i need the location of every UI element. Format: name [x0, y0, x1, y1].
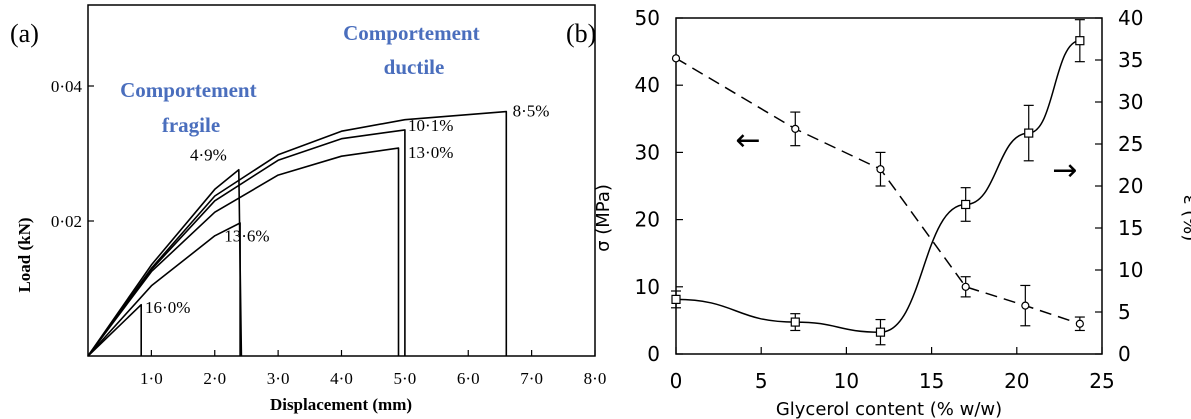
panel-b: (b) 0 5 10 15 20 2501020304050051015202530354…: [566, 6, 1191, 419]
data-point-circle: [876, 165, 885, 174]
panel-b-y-tick-label-left: 0: [647, 342, 660, 366]
panel-b-y-tick-label-right: 5: [1118, 300, 1131, 324]
annotation-fragile-line2: fragile: [162, 113, 220, 137]
data-point-square: [961, 199, 971, 210]
panel-b-y-tick-label-right: 25: [1118, 132, 1143, 156]
data-point-circle: [1075, 319, 1084, 328]
panel-a-x-tick-label: 5·0: [394, 369, 417, 388]
curve-16-0: [87, 303, 142, 357]
curve-4-9: [87, 168, 243, 357]
panel-a-x-tick-label: 4·0: [330, 369, 353, 388]
panel-a-letter: (a): [10, 19, 39, 48]
data-point-square: [875, 327, 886, 337]
panel-a-x-tick-label: 7·0: [520, 369, 543, 388]
panel-b-series: [671, 19, 1085, 346]
annotation-ductile-line1: Comportement: [343, 21, 479, 45]
data-point-circle: [791, 124, 800, 133]
panel-b-y-tick-label-right: 20: [1118, 174, 1143, 198]
panel-b-x-tick-label: 0: [670, 369, 683, 393]
curve-13-6: [87, 222, 241, 357]
panel-a-x-tick-label: 3·0: [267, 369, 290, 388]
panel-b-y-tick-label-right: 35: [1118, 48, 1143, 72]
annotation-ductile-line2: ductile: [384, 55, 445, 79]
annotation-fragile-line1: Comportement: [120, 78, 256, 102]
annotation-fragile: Comportement fragile: [120, 78, 262, 137]
curve-13-0: [87, 147, 400, 357]
data-point-square: [1024, 128, 1034, 138]
arrow-right-icon: →: [1052, 153, 1077, 188]
data-point-circle: [961, 282, 970, 291]
panel-a-x-axis-label: Displacement (mm): [270, 395, 412, 414]
panel-b-y-tick-label-right: 15: [1118, 216, 1143, 240]
curve-label-16-0: 16·0%: [145, 298, 190, 317]
panel-a: (a) 1·0 2·0 3·0 4·0 5·0 6·0 7·0 8·0 0·02 0·04 16·…: [10, 4, 607, 414]
curve-label-10-1: 10·1%: [408, 116, 453, 135]
curve-label-13-6: 13·6%: [224, 226, 269, 245]
panel-b-x-tick-label: 15: [919, 369, 944, 393]
panel-a-curve-labels: 16·0% 13·6% 4·9% 13·0% 10·1% 8·5%: [145, 101, 549, 316]
panel-b-x-tick-label: 10: [834, 369, 859, 393]
panel-a-y-tick-label: 0·02: [51, 212, 82, 231]
annotation-ductile: Comportement ductile: [343, 21, 485, 79]
panel-a-curves: [87, 110, 508, 357]
data-point-square: [790, 317, 800, 327]
panel-b-y-tick-label-left: 50: [635, 6, 660, 30]
panel-b-y-tick-label-left: 30: [635, 140, 660, 164]
arrow-left-icon: ←: [735, 123, 760, 158]
curve-label-8-5: 8·5%: [513, 101, 550, 120]
panel-b-x-tick-label: 20: [1004, 369, 1029, 393]
panel-b-letter: (b): [566, 19, 596, 48]
panel-b-y-tick-label-right: 0: [1118, 342, 1131, 366]
panel-a-x-tick-label: 1·0: [140, 369, 163, 388]
panel-a-x-tick-label: 2·0: [203, 369, 226, 388]
series-square-line: [675, 39, 1080, 333]
data-point-square: [1075, 36, 1085, 46]
panel-b-frame: [675, 17, 1103, 355]
panel-a-x-tick-label: 6·0: [457, 369, 480, 388]
data-point-circle: [671, 54, 681, 63]
data-point-square: [671, 294, 681, 304]
panel-b-y-tick-label-right: 40: [1118, 6, 1143, 30]
panel-b-y-tick-label-right: 10: [1118, 258, 1143, 282]
panel-b-y-tick-label-left: 40: [635, 73, 660, 97]
series-circle-line: [675, 57, 1081, 325]
panel-b-y-axis-label-right: ε (%): [1179, 195, 1191, 242]
panel-a-x-tick-label: 8·0: [584, 369, 607, 388]
panel-b-x-tick-label: 5: [755, 369, 768, 393]
panel-b-x-tick-label: 25: [1089, 369, 1114, 393]
panel-b-y-tick-label-left: 10: [635, 275, 660, 299]
curve-8-5: [87, 110, 508, 357]
panel-b-y-tick-label-right: 30: [1118, 90, 1143, 114]
panel-b-y-axis-label-left: σ (MPa): [593, 184, 614, 252]
panel-a-y-tick-label: 0·04: [51, 77, 83, 96]
panel-a-y-axis-label: Load (kN): [15, 217, 34, 292]
panel-b-x-axis-label: Glycerol content (% w/w): [776, 399, 1002, 419]
curve-label-4-9: 4·9%: [190, 145, 227, 164]
panel-a-ticks: 1·0 2·0 3·0 4·0 5·0 6·0 7·0 8·0 0·02 0·04: [51, 77, 607, 388]
panel-b-y-tick-label-left: 20: [635, 208, 660, 232]
curve-label-13-0: 13·0%: [408, 143, 453, 162]
data-point-circle: [1021, 301, 1030, 310]
